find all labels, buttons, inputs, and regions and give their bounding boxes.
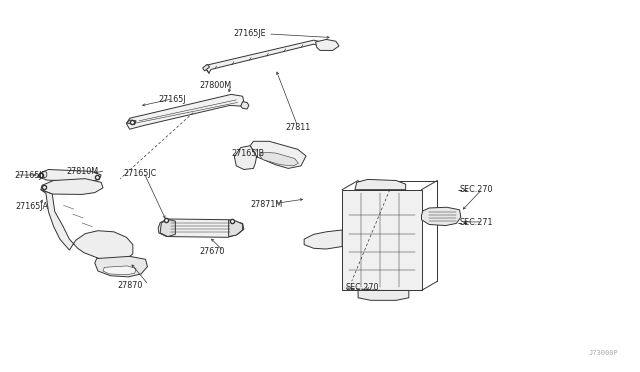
Polygon shape bbox=[160, 220, 175, 237]
Text: J73000P: J73000P bbox=[588, 350, 618, 356]
Text: 27811: 27811 bbox=[285, 123, 310, 132]
Polygon shape bbox=[228, 220, 243, 237]
Polygon shape bbox=[250, 141, 306, 169]
Polygon shape bbox=[95, 256, 147, 277]
Text: 27165JE: 27165JE bbox=[234, 29, 266, 38]
Polygon shape bbox=[260, 152, 298, 166]
Polygon shape bbox=[304, 230, 342, 249]
Polygon shape bbox=[316, 39, 339, 51]
Polygon shape bbox=[41, 179, 103, 195]
Polygon shape bbox=[422, 207, 461, 225]
Polygon shape bbox=[241, 102, 249, 109]
Polygon shape bbox=[38, 170, 101, 182]
Polygon shape bbox=[206, 40, 321, 73]
Text: 27165J: 27165J bbox=[158, 95, 186, 105]
Text: 27165JD: 27165JD bbox=[14, 170, 48, 180]
Text: 27165JA: 27165JA bbox=[15, 202, 49, 211]
Text: SEC.270: SEC.270 bbox=[460, 185, 493, 194]
Polygon shape bbox=[342, 190, 422, 291]
Polygon shape bbox=[358, 291, 409, 300]
Polygon shape bbox=[355, 179, 406, 190]
Text: 27810M: 27810M bbox=[66, 167, 99, 176]
Polygon shape bbox=[127, 94, 244, 129]
Text: 27165JC: 27165JC bbox=[124, 169, 157, 178]
Polygon shape bbox=[41, 190, 133, 261]
Text: 27800M: 27800M bbox=[200, 81, 232, 90]
Polygon shape bbox=[103, 266, 136, 275]
Text: SEC.271: SEC.271 bbox=[460, 218, 493, 227]
Polygon shape bbox=[234, 146, 257, 170]
Polygon shape bbox=[127, 120, 136, 125]
Text: 27165JB: 27165JB bbox=[231, 148, 264, 157]
Polygon shape bbox=[158, 219, 244, 237]
Text: 27670: 27670 bbox=[200, 247, 225, 256]
Text: SEC.270: SEC.270 bbox=[346, 283, 379, 292]
Text: 27871M: 27871M bbox=[250, 200, 282, 209]
Polygon shape bbox=[203, 64, 210, 71]
Text: 27870: 27870 bbox=[117, 281, 142, 290]
